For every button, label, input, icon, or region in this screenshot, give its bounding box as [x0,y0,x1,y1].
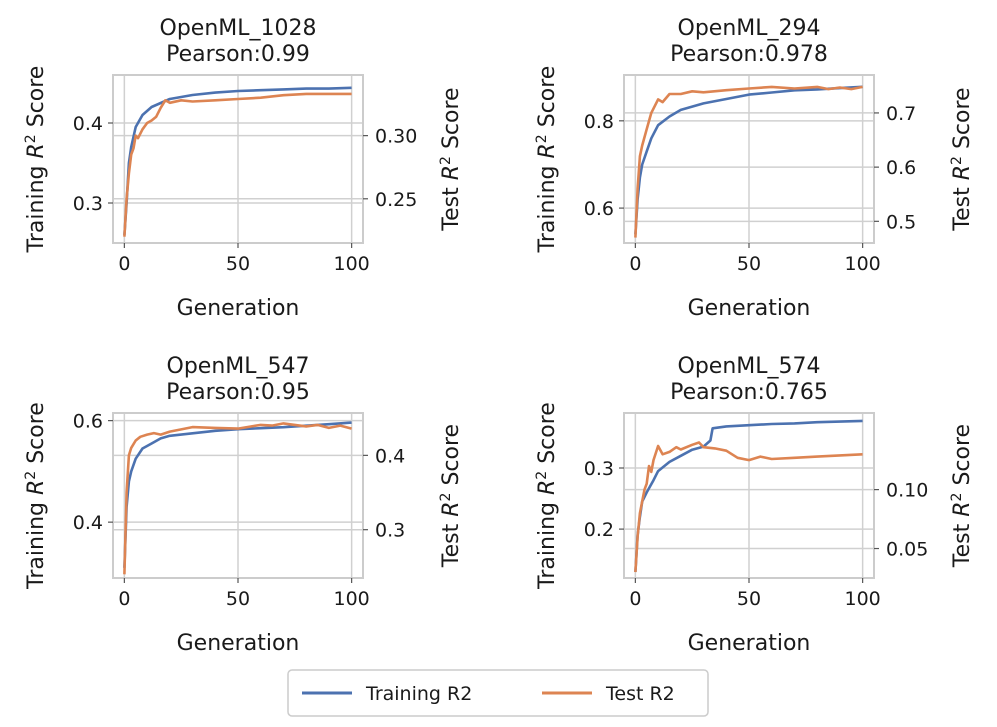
y-left-axis-label: Training R2 Score [534,66,560,254]
y-right-tick-label: 0.05 [886,539,928,561]
training-r2-line [634,85,863,235]
test-r2-line [634,85,863,238]
y-left-axis-label: Training R2 Score [23,402,49,590]
y-left-axis-label: Training R2 Score [23,66,49,254]
y-right-tick-label: 0.4 [375,445,405,467]
subplot-2: 0 50 100 0.6 0.8 0.5 0.6 0.7 OpenML_294Pearson:0… [534,16,975,321]
y-left-tick-label: 0.8 [584,111,614,133]
subplot-title: OpenML_547 [167,354,310,379]
x-tick-label: 50 [226,253,250,275]
x-axis-label: Generation [177,631,300,656]
x-axis-label: Generation [688,296,811,321]
y-right-tick-label: 0.6 [886,157,916,179]
training-r2-line [123,421,352,568]
y-right-tick-label: 0.7 [886,103,916,125]
x-tick-label: 0 [629,253,641,275]
test-r2-line [123,92,352,237]
y-left-tick-label: 0.6 [584,198,614,220]
y-right-tick-label: 0.5 [886,211,916,233]
y-left-tick-label: 0.3 [73,193,103,215]
y-left-tick-label: 0.4 [73,113,103,135]
y-right-tick-label: 0.10 [886,480,928,502]
legend-test-label: Test R2 [605,683,675,705]
y-left-tick-label: 0.3 [584,458,614,480]
x-tick-label: 50 [737,253,761,275]
subplot-pearson: Pearson:0.99 [166,42,310,67]
x-tick-label: 100 [334,588,370,610]
y-right-axis-label: Test R2 Score [438,424,464,568]
y-left-tick-label: 0.4 [73,512,103,534]
y-left-tick-label: 0.2 [584,519,614,541]
x-axis-label: Generation [688,631,811,656]
x-axis-label: Generation [177,296,300,321]
subplot-title: OpenML_294 [678,16,821,41]
y-right-axis-label: Test R2 Score [438,87,464,231]
x-tick-label: 0 [118,588,130,610]
y-right-axis-label: Test R2 Score [949,424,975,568]
x-tick-label: 50 [737,588,761,610]
training-r2-line [123,86,352,236]
y-left-axis-label: Training R2 Score [534,402,560,590]
y-right-tick-label: 0.30 [375,126,417,148]
y-right-tick-label: 0.3 [375,520,405,542]
x-tick-label: 0 [629,588,641,610]
y-right-axis-label: Test R2 Score [949,87,975,231]
x-tick-label: 50 [226,588,250,610]
subplot-1: 0 50 100 0.3 0.4 0.25 0.30 OpenML_1028Pearson:0… [23,16,464,321]
legend-box [287,669,709,717]
y-left-tick-label: 0.6 [73,411,103,433]
x-tick-label: 0 [118,253,130,275]
x-tick-label: 100 [334,253,370,275]
subplot-title: OpenML_574 [678,354,821,379]
test-r2-line [123,422,352,575]
test-r2-line [634,441,863,573]
x-tick-label: 100 [845,588,881,610]
subplot-pearson: Pearson:0.95 [166,380,310,405]
subplot-4: 0 50 100 0.2 0.3 0.05 0.10 OpenML_574Pearson:0.… [534,354,975,656]
subplot-title: OpenML_1028 [160,16,317,41]
subplot-pearson: Pearson:0.765 [670,380,828,405]
legend: Training R2 Test R2 [287,669,709,717]
subplot-pearson: Pearson:0.978 [670,42,828,67]
x-tick-label: 100 [845,253,881,275]
legend-training-label: Training R2 [365,683,472,705]
subplot-3: 0 50 100 0.4 0.6 0.3 0.4 OpenML_547Pearson:0.95… [23,354,464,656]
y-right-tick-label: 0.25 [375,189,417,211]
